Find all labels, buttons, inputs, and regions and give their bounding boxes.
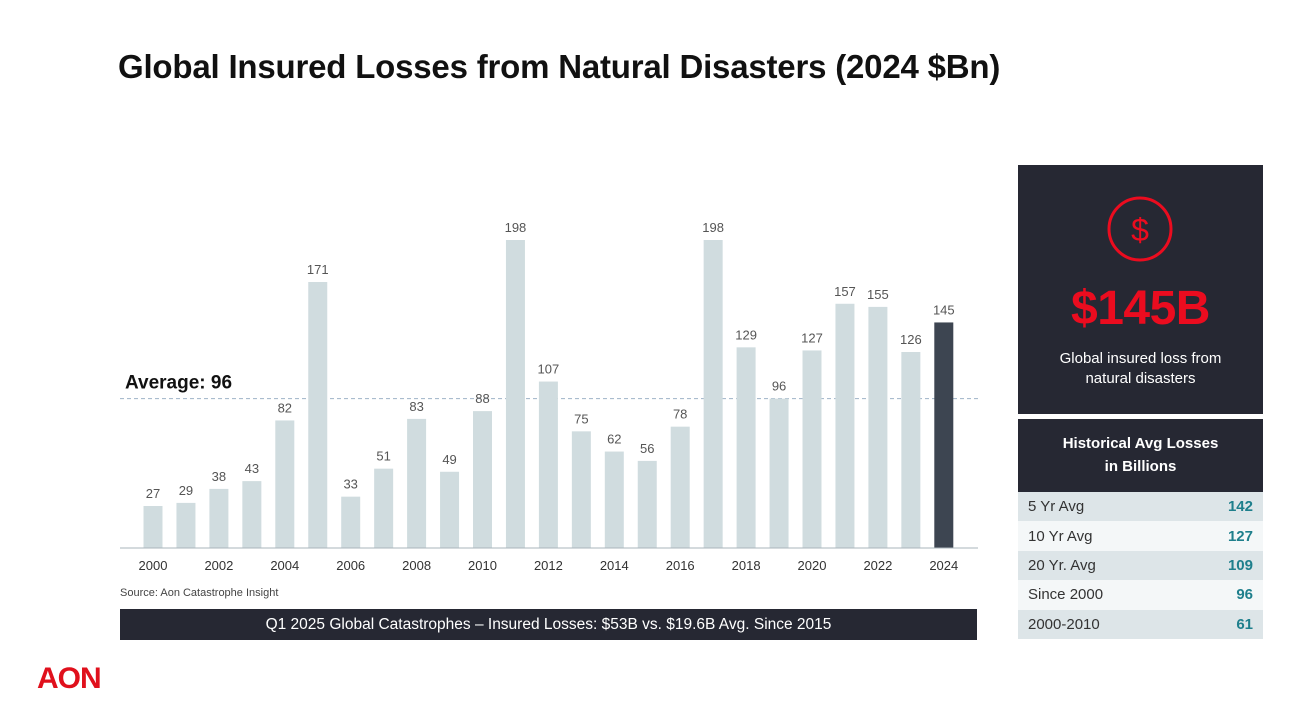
bar-2008 (407, 418, 427, 548)
page-title: Global Insured Losses from Natural Disas… (118, 48, 1001, 85)
bar-value-label: 27 (146, 486, 160, 501)
bar-2012 (538, 381, 558, 548)
bar-value-label: 56 (640, 441, 654, 456)
bar-2010 (473, 411, 492, 548)
bar-value-label: 29 (179, 483, 193, 498)
x-tick-label: 2024 (929, 558, 958, 573)
bar-2001 (176, 502, 196, 548)
x-tick-label: 2006 (336, 558, 365, 573)
bar-2006 (341, 496, 361, 548)
x-tick-label: 2020 (798, 558, 827, 573)
bar-2019 (769, 398, 789, 548)
table-row: 2000-2010 61 (1018, 609, 1263, 639)
x-tick-label: 2002 (204, 558, 233, 573)
bar-2016 (670, 426, 690, 548)
bar-value-label: 51 (376, 449, 390, 464)
table-row: 20 Yr. Avg 109 (1018, 550, 1263, 581)
bar-2011 (505, 240, 525, 548)
dollar-circle-icon: $ (1107, 196, 1173, 262)
historical-header: Historical Avg Losses in Billions (1018, 419, 1263, 492)
x-tick-label: 2000 (139, 558, 168, 573)
x-tick-label: 2014 (600, 558, 629, 573)
bar-value-label: 78 (673, 407, 687, 422)
bar-2002 (209, 488, 229, 548)
bar-value-label: 107 (538, 362, 560, 377)
bar-value-label: 49 (442, 452, 456, 467)
bar-2007 (374, 468, 394, 548)
bar-2014 (604, 451, 624, 548)
kpi-description: Global insured loss from natural disaste… (1018, 349, 1263, 389)
historical-title-line1: Historical Avg Losses (1062, 435, 1219, 452)
q1-banner: Q1 2025 Global Catastrophes – Insured Lo… (120, 609, 977, 640)
bar-value-label: 155 (867, 287, 889, 302)
x-tick-label: 2008 (402, 558, 431, 573)
bar-value-label: 129 (735, 327, 757, 342)
bar-value-label: 198 (702, 220, 724, 235)
bar-2009 (440, 471, 460, 548)
bar-value-label: 43 (245, 461, 259, 476)
row-label: 5 Yr Avg (1028, 498, 1085, 516)
row-value: 96 (1236, 586, 1253, 604)
bar-2004 (275, 420, 295, 548)
bar-value-label: 127 (801, 330, 823, 345)
historical-title-line2: in Billions (1104, 458, 1177, 475)
bar-2015 (637, 460, 657, 548)
bar-value-label: 126 (900, 332, 922, 347)
row-value: 109 (1227, 556, 1253, 574)
bar-2003 (242, 481, 262, 548)
row-label: Since 2000 (1028, 586, 1104, 604)
row-label: 10 Yr Avg (1028, 527, 1093, 545)
bar-value-label: 82 (278, 400, 292, 415)
bar-value-label: 38 (212, 469, 226, 484)
aon-logo: AON (37, 662, 102, 695)
bar-value-label: 145 (933, 302, 955, 317)
x-tick-label: 2016 (666, 558, 695, 573)
kpi-desc-line2: natural disasters (1085, 370, 1196, 387)
bar-2005 (308, 282, 328, 548)
bar-2013 (571, 431, 591, 548)
bar-value-label: 83 (409, 399, 423, 414)
banner-text: Q1 2025 Global Catastrophes – Insured Lo… (265, 615, 832, 633)
x-tick-label: 2018 (732, 558, 761, 573)
kpi-panel (1018, 165, 1263, 414)
bar-value-label: 33 (343, 477, 357, 492)
x-tick-label: 2012 (534, 558, 563, 573)
bar-2018 (736, 347, 756, 548)
bar-2021 (835, 303, 855, 548)
bar-2022 (868, 306, 888, 548)
kpi-desc-line1: Global insured loss from (1059, 350, 1222, 367)
bar-value-label: 75 (574, 411, 588, 426)
x-tick-label: 2010 (468, 558, 497, 573)
bar-2017 (703, 240, 723, 548)
table-row: 5 Yr Avg 142 (1018, 492, 1263, 522)
bar-value-label: 157 (834, 284, 856, 299)
row-value: 127 (1227, 527, 1253, 545)
bar-chart: Average: 96 27 29 38 43 82 171 33 51 83 49 88 198 107… (120, 220, 978, 573)
x-tick-label: 2004 (270, 558, 299, 573)
table-row: 10 Yr Avg 127 (1018, 521, 1263, 551)
bar-value-label: 198 (505, 220, 527, 235)
bar-value-label: 96 (772, 379, 786, 394)
bar-2024 (934, 322, 954, 548)
row-value: 142 (1227, 498, 1253, 516)
historical-table: 5 Yr Avg 142 10 Yr Avg 127 20 Yr. Avg 109 S… (1018, 492, 1263, 639)
source-note: Source: Aon Catastrophe Insight (120, 587, 279, 599)
bar-value-label: 62 (607, 432, 621, 447)
bar-value-label: 171 (307, 262, 329, 277)
row-value: 61 (1236, 615, 1253, 633)
bar-value-label: 88 (475, 391, 489, 406)
row-label: 2000-2010 (1028, 615, 1100, 633)
bar-2023 (901, 352, 921, 548)
x-tick-label: 2022 (863, 558, 892, 573)
row-label: 20 Yr. Avg (1028, 556, 1096, 574)
kpi-value: $145B (1071, 282, 1210, 335)
bar-2020 (802, 350, 822, 548)
table-row: Since 2000 96 (1018, 580, 1263, 610)
svg-text:$: $ (1131, 212, 1149, 248)
bar-2000 (143, 506, 163, 548)
average-label: Average: 96 (125, 373, 232, 394)
